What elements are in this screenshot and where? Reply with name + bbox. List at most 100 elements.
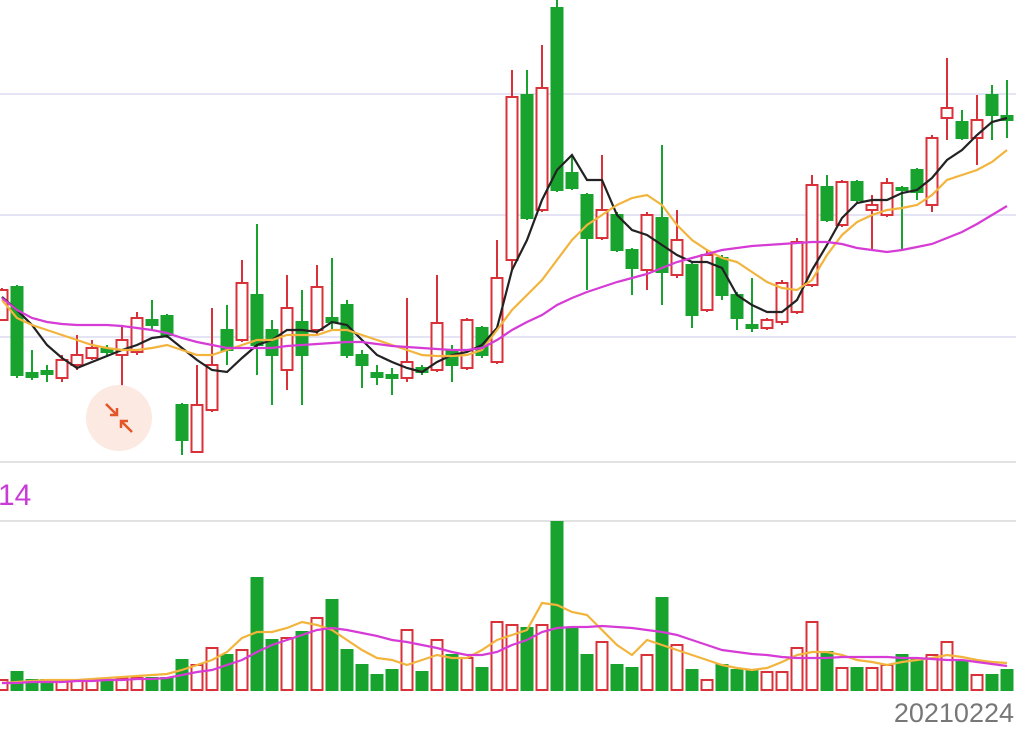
- candle-body: [505, 96, 519, 261]
- candle-body: [910, 169, 924, 193]
- ma-line: [1, 116, 1008, 374]
- candle-body: [865, 204, 879, 211]
- candle-body: [130, 317, 144, 353]
- candle-body: [760, 319, 774, 329]
- candle-body: [205, 364, 219, 411]
- volume-bar: [295, 631, 309, 691]
- x-tick-label: 20210224: [894, 698, 1014, 728]
- ma-line: [1, 205, 1008, 352]
- candle-body: [190, 404, 204, 453]
- cursor-arrows: [105, 403, 133, 433]
- candle-body: [40, 370, 54, 375]
- volume-bar: [190, 664, 204, 691]
- volume-bar: [940, 641, 954, 691]
- candle-body: [175, 404, 189, 441]
- candle-body: [985, 94, 999, 116]
- volume-bar: [640, 654, 654, 691]
- volume-bar: [535, 624, 549, 691]
- volume-bar: [700, 679, 714, 691]
- volume-bar: [370, 674, 384, 691]
- volume-bar: [790, 647, 804, 691]
- candle-body: [370, 372, 384, 378]
- candle-body: [535, 87, 549, 211]
- volume-bar: [685, 669, 699, 691]
- volume-bar: [985, 674, 999, 691]
- candle-body: [85, 347, 99, 359]
- candle-body: [595, 209, 609, 239]
- candle-body: [55, 359, 69, 379]
- volume-bar: [625, 667, 639, 691]
- ma-line: [1, 601, 1008, 685]
- volume-bar: [910, 659, 924, 691]
- candle-body: [115, 339, 129, 356]
- volume-bar: [475, 667, 489, 691]
- volume-bar: [1000, 669, 1014, 691]
- candle-body: [745, 324, 759, 329]
- volume-bar: [0, 679, 9, 691]
- candle-body: [805, 184, 819, 286]
- candle-body: [565, 172, 579, 189]
- candle-body: [250, 294, 264, 346]
- candle-body: [355, 354, 369, 366]
- volume-bar: [160, 677, 174, 691]
- volume-bar: [265, 639, 279, 691]
- volume-bar: [220, 654, 234, 691]
- volume-bar: [595, 641, 609, 691]
- candle-body: [940, 107, 954, 119]
- volume-bar: [715, 664, 729, 691]
- candle-body: [835, 181, 849, 226]
- candle-body: [625, 249, 639, 269]
- cursor-icon: [86, 385, 152, 451]
- candle-body: [295, 321, 309, 356]
- indicator-label: 14: [0, 479, 31, 512]
- volume-bar: [280, 637, 294, 691]
- volume-bar: [235, 649, 249, 691]
- candle-body: [580, 194, 594, 239]
- candle-body: [280, 307, 294, 371]
- ma-line: [2, 624, 1008, 685]
- candle-body: [640, 214, 654, 271]
- candle-body: [820, 186, 834, 221]
- candle-body: [850, 181, 864, 201]
- volume-bar: [400, 629, 414, 691]
- candle-body: [520, 94, 534, 219]
- candle-body: [775, 282, 789, 323]
- volume-bar: [850, 667, 864, 691]
- plot: [0, 0, 1016, 691]
- volume-bar: [835, 667, 849, 691]
- volume-bar: [505, 624, 519, 691]
- candle-body: [145, 319, 159, 326]
- volume-bar: [955, 661, 969, 691]
- volume-bar: [355, 664, 369, 691]
- volume-bar: [805, 621, 819, 691]
- volume-bar: [415, 671, 429, 691]
- candle-body: [385, 374, 399, 379]
- candle-body: [895, 187, 909, 191]
- candle-body: [235, 282, 249, 341]
- volume-bar: [730, 669, 744, 691]
- candle-body: [10, 286, 24, 376]
- volume-bar: [775, 671, 789, 691]
- candle-body: [310, 286, 324, 331]
- candle-body: [550, 7, 564, 191]
- candle-body: [430, 322, 444, 371]
- candle-body: [955, 121, 969, 139]
- volume-bar: [610, 664, 624, 691]
- volume-bar: [325, 599, 339, 691]
- volume-bar: [925, 654, 939, 691]
- volume-bar: [895, 654, 909, 691]
- volume-bar: [760, 671, 774, 691]
- volume-bar: [310, 617, 324, 691]
- volume-bar: [745, 669, 759, 691]
- volume-bar: [430, 639, 444, 691]
- volume-bar: [670, 644, 684, 691]
- volume-bar: [385, 669, 399, 691]
- candle-body: [265, 329, 279, 356]
- volume-bar: [565, 627, 579, 691]
- candle-body: [790, 241, 804, 313]
- candle-body: [25, 372, 39, 378]
- volume-bar: [100, 679, 114, 691]
- volume-bar: [580, 654, 594, 691]
- volume-bar: [865, 667, 879, 691]
